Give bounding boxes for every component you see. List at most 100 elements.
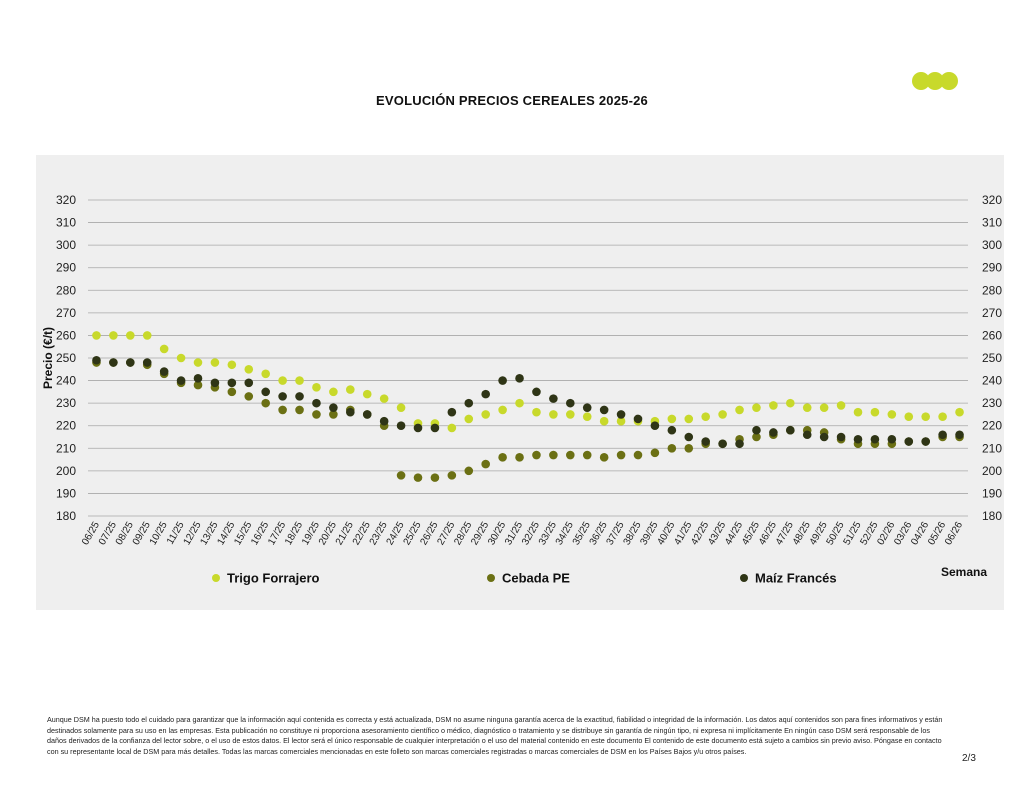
point-maiz-frances (346, 407, 355, 417)
point-cebada-pe (464, 466, 474, 476)
point-trigo-forrajero (853, 407, 863, 417)
y-tick-label-right: 200 (982, 464, 1002, 478)
point-trigo-forrajero (244, 364, 254, 374)
point-trigo-forrajero (498, 405, 507, 415)
point-trigo-forrajero (582, 412, 592, 421)
point-maiz-frances (126, 358, 135, 367)
point-cebada-pe (498, 453, 507, 462)
point-trigo-forrajero (159, 344, 169, 354)
y-tick-label-left: 180 (56, 509, 76, 523)
point-cebada-pe (413, 473, 423, 482)
point-trigo-forrajero (92, 331, 101, 340)
logo-dot (926, 72, 944, 90)
point-cebada-pe (295, 405, 304, 415)
point-trigo-forrajero (769, 401, 778, 410)
point-cebada-pe (261, 398, 270, 408)
point-cebada-pe (227, 387, 237, 397)
point-maiz-frances (210, 378, 220, 388)
point-trigo-forrajero (667, 414, 677, 424)
point-cebada-pe (667, 443, 677, 453)
point-trigo-forrajero (379, 394, 389, 403)
point-maiz-frances (904, 437, 914, 446)
point-maiz-frances (481, 389, 490, 399)
point-maiz-frances (261, 387, 270, 397)
point-trigo-forrajero (193, 358, 203, 367)
point-trigo-forrajero (566, 410, 575, 419)
point-trigo-forrajero (870, 407, 880, 417)
legend-label-maiz-frances: Maíz Francés (755, 571, 837, 586)
point-maiz-frances (819, 432, 829, 442)
y-tick-label-left: 270 (56, 306, 76, 320)
point-trigo-forrajero (938, 412, 947, 421)
point-cebada-pe (582, 450, 592, 460)
point-cebada-pe (684, 443, 694, 453)
point-maiz-frances (599, 405, 609, 415)
y-tick-label-left: 310 (56, 216, 76, 230)
y-tick-label-right: 320 (982, 193, 1002, 207)
point-maiz-frances (616, 410, 626, 419)
point-maiz-frances (515, 374, 524, 383)
point-trigo-forrajero (447, 423, 457, 433)
point-cebada-pe (752, 432, 761, 442)
point-maiz-frances (532, 387, 541, 397)
point-trigo-forrajero (701, 412, 710, 421)
point-cebada-pe (278, 405, 287, 415)
point-cebada-pe (633, 450, 643, 460)
point-trigo-forrajero (481, 410, 490, 419)
logo-dot (940, 72, 958, 90)
legend-label-trigo-forrajero: Trigo Forrajero (227, 571, 320, 586)
point-maiz-frances (870, 434, 880, 444)
legend-marker-trigo-forrajero (212, 574, 220, 582)
point-trigo-forrajero (532, 407, 541, 417)
point-maiz-frances (244, 378, 254, 388)
point-cebada-pe (599, 453, 609, 462)
legend-label-cebada-pe: Cebada PE (502, 571, 570, 586)
x-axis-label: Semana (941, 565, 987, 579)
point-maiz-frances (362, 410, 372, 419)
point-trigo-forrajero (176, 353, 186, 363)
point-maiz-frances (786, 425, 795, 435)
point-trigo-forrajero (616, 416, 626, 426)
point-cebada-pe (447, 471, 457, 480)
point-maiz-frances (701, 437, 710, 446)
y-tick-label-right: 290 (982, 261, 1002, 275)
point-cebada-pe (616, 450, 626, 460)
point-trigo-forrajero (329, 387, 338, 397)
point-trigo-forrajero (362, 389, 372, 399)
point-trigo-forrajero (735, 405, 744, 415)
disclaimer-text: Aunque DSM ha puesto todo el cuidado par… (47, 715, 943, 756)
point-trigo-forrajero (109, 331, 118, 340)
price-chart: 180 180 190 190 200 200 210 210 220 220 230 230 240 2… (41, 193, 1002, 586)
point-trigo-forrajero (955, 407, 964, 417)
point-maiz-frances (633, 414, 643, 424)
point-maiz-frances (921, 437, 930, 446)
point-maiz-frances (396, 421, 406, 431)
y-tick-label-right: 250 (982, 351, 1002, 365)
y-tick-label-left: 320 (56, 193, 76, 207)
point-maiz-frances (498, 376, 507, 385)
point-trigo-forrajero (312, 383, 321, 392)
point-trigo-forrajero (921, 412, 930, 421)
y-axis-label: Precio (€/t) (41, 327, 55, 389)
point-cebada-pe (566, 450, 575, 460)
y-tick-label-left: 200 (56, 464, 76, 478)
y-tick-label-right: 240 (982, 374, 1002, 388)
point-cebada-pe (481, 459, 490, 469)
point-cebada-pe (549, 450, 558, 460)
legend-marker-maiz-frances (740, 574, 748, 582)
point-maiz-frances (566, 398, 575, 408)
point-maiz-frances (379, 416, 389, 426)
point-maiz-frances (802, 430, 812, 440)
point-maiz-frances (582, 403, 592, 412)
point-maiz-frances (92, 355, 101, 365)
y-tick-label-left: 250 (56, 351, 76, 365)
x-tick-label: 06/26 (943, 520, 965, 548)
point-maiz-frances (938, 430, 947, 440)
point-trigo-forrajero (278, 376, 287, 385)
y-tick-label-left: 260 (56, 328, 76, 342)
point-trigo-forrajero (396, 403, 406, 412)
y-tick-label-left: 230 (56, 396, 76, 410)
point-maiz-frances (176, 376, 186, 385)
point-trigo-forrajero (684, 414, 694, 424)
point-cebada-pe (329, 410, 338, 419)
